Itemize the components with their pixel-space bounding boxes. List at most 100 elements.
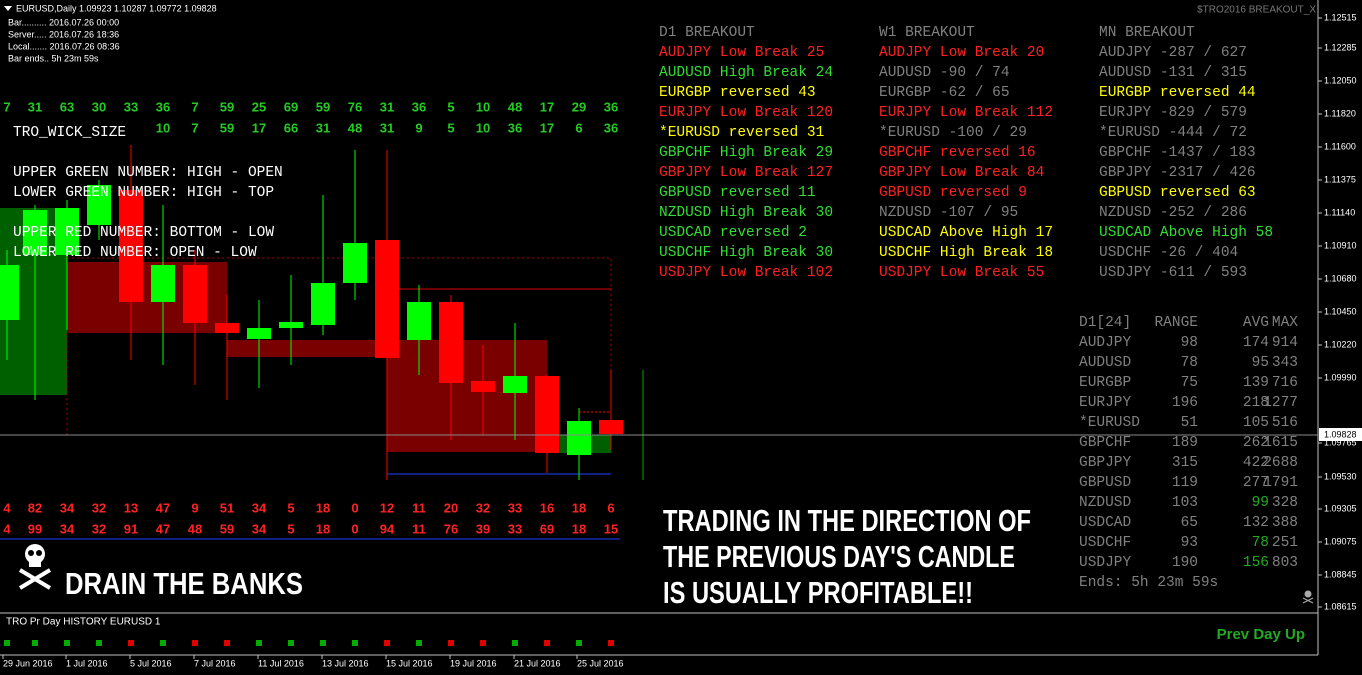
legend-line: LOWER GREEN NUMBER: HIGH - TOP — [13, 185, 274, 201]
wick-number: 76 — [444, 521, 458, 536]
range-header: D1[24] — [1079, 315, 1131, 331]
dropdown-icon[interactable] — [4, 6, 12, 11]
range-cell: *EURUSD — [1079, 415, 1140, 431]
history-marker — [544, 640, 550, 646]
breakout-row: EURGBP reversed 43 — [659, 85, 816, 101]
price-label: 1.12515 — [1324, 12, 1357, 22]
legend-title: TRO_WICK_SIZE — [13, 125, 126, 141]
history-marker — [32, 640, 38, 646]
candle-body — [407, 302, 431, 340]
date-label: 21 Jul 2016 — [514, 658, 561, 668]
wick-number: 76 — [348, 99, 362, 114]
range-cell: 914 — [1272, 335, 1298, 351]
price-label: 1.10680 — [1324, 273, 1357, 283]
date-label: 1 Jul 2016 — [66, 658, 108, 668]
candle-body — [599, 420, 623, 434]
breakout-row: USDCAD Above High 17 — [879, 225, 1053, 241]
breakout-title: D1 BREAKOUT — [659, 25, 755, 41]
price-label: 1.11820 — [1324, 108, 1356, 118]
range-cell: 78 — [1252, 535, 1269, 551]
breakout-row: USDCAD Above High 58 — [1099, 225, 1273, 241]
candles — [0, 145, 644, 646]
history-marker — [384, 640, 390, 646]
wick-number: 34 — [60, 500, 75, 515]
wick-number: 31 — [380, 120, 394, 135]
wick-number: 15 — [604, 521, 618, 536]
range-cell: 190 — [1172, 555, 1198, 571]
range-cell: 2688 — [1263, 455, 1298, 471]
date-label: 25 Jul 2016 — [577, 658, 624, 668]
breakout-row: NZDUSD -252 / 286 — [1099, 205, 1247, 221]
breakout-row: USDCAD reversed 2 — [659, 225, 807, 241]
date-label: 13 Jul 2016 — [322, 658, 369, 668]
wick-number: 5 — [287, 521, 294, 536]
history-marker — [448, 640, 454, 646]
wick-number: 91 — [124, 521, 138, 536]
candle-body — [343, 243, 367, 283]
wick-number: 12 — [380, 500, 394, 515]
breakout-row: GBPJPY Low Break 84 — [879, 165, 1044, 181]
wick-number: 47 — [156, 521, 170, 536]
wick-number: 20 — [444, 500, 458, 515]
wick-number: 29 — [572, 99, 586, 114]
range-cell: 132 — [1243, 515, 1269, 531]
wick-number: 30 — [92, 99, 106, 114]
history-marker — [224, 640, 230, 646]
wick-number: 59 — [220, 99, 234, 114]
zone — [387, 357, 547, 452]
price-label: 1.11140 — [1324, 207, 1355, 217]
history-marker — [288, 640, 294, 646]
wick-number: 6 — [575, 120, 582, 135]
breakout-row: USDCHF High Break 30 — [659, 245, 833, 261]
wick-number: 66 — [284, 120, 298, 135]
price-label: 1.12285 — [1324, 42, 1357, 52]
candle-body — [23, 210, 47, 255]
breakout-row: *EURUSD -444 / 72 — [1099, 125, 1247, 141]
wick-number: 69 — [540, 521, 554, 536]
wick-number: 31 — [316, 120, 330, 135]
history-marker — [352, 640, 358, 646]
breakout-title: MN BREAKOUT — [1099, 25, 1195, 41]
range-cell: AUDUSD — [1079, 355, 1131, 371]
wick-number: 59 — [316, 99, 330, 114]
history-marker — [512, 640, 518, 646]
indicator-title: TRO Pr Day HISTORY EURUSD 1 — [6, 617, 161, 628]
price-label: 1.10220 — [1324, 339, 1357, 349]
breakout-row: EURGBP reversed 44 — [1099, 85, 1256, 101]
range-cell: 93 — [1181, 535, 1198, 551]
wick-number: 17 — [540, 120, 554, 135]
candle-body — [471, 381, 495, 392]
zone-outline — [66, 257, 612, 436]
wick-number: 17 — [252, 120, 266, 135]
indicator-status: Prev Day Up — [1217, 626, 1305, 643]
wick-number: 34 — [252, 500, 267, 515]
wick-number: 10 — [476, 120, 490, 135]
range-cell: 156 — [1243, 555, 1269, 571]
date-label: 19 Jul 2016 — [450, 658, 497, 668]
candle-body — [279, 322, 303, 328]
candle-body — [119, 190, 143, 302]
candle-body — [87, 185, 111, 225]
wick-number: 36 — [604, 120, 618, 135]
price-label: 1.09765 — [1324, 437, 1357, 447]
range-cell: USDJPY — [1079, 555, 1132, 571]
candle-body — [439, 302, 463, 383]
wick-number: 32 — [92, 521, 106, 536]
price-label: 1.11600 — [1324, 141, 1356, 151]
wick-number: 10 — [156, 120, 170, 135]
wick-number: 10 — [476, 99, 490, 114]
range-cell: 422 — [1243, 455, 1269, 471]
range-cell: GBPUSD — [1079, 475, 1131, 491]
breakout-row: GBPCHF -1437 / 183 — [1099, 145, 1256, 161]
candle-body — [215, 323, 239, 333]
range-cell: 105 — [1243, 415, 1269, 431]
candle-body — [247, 328, 271, 339]
range-cell: 328 — [1272, 495, 1298, 511]
wick-number: 69 — [284, 99, 298, 114]
price-label: 1.09530 — [1324, 471, 1357, 481]
wick-number: 13 — [124, 500, 138, 515]
candle-body — [311, 283, 335, 325]
price-label: 1.09305 — [1324, 503, 1357, 513]
wick-number: 16 — [540, 500, 554, 515]
message-line: TRADING IN THE DIRECTION OF — [663, 503, 1031, 538]
